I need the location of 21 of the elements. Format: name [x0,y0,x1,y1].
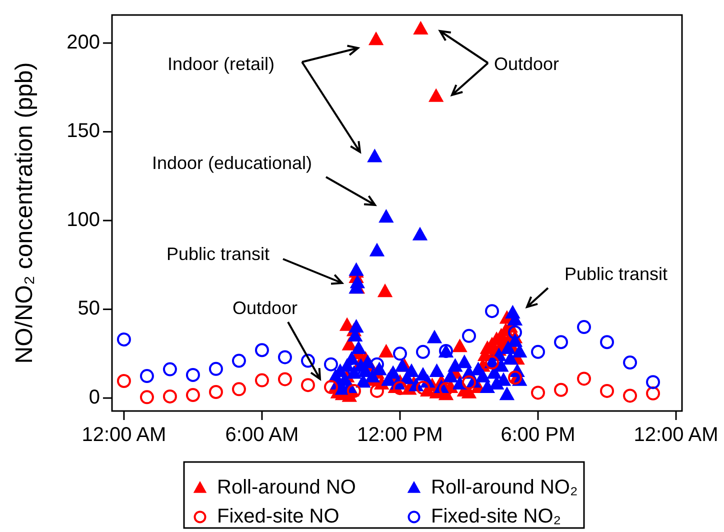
x-tick-label: 12:00 AM [82,424,166,446]
legend-label: Roll-around NO₂ [431,476,578,498]
legend-label: Fixed-site NO [217,505,340,528]
annotation: Outdoor [232,298,298,318]
y-tick-label: 0 [88,386,100,408]
y-tick-label: 200 [66,31,100,54]
y-tick-label: 100 [66,208,100,231]
y-tick-label: 50 [78,298,100,320]
annotation: Outdoor [494,54,560,74]
legend-label: Roll-around NO [217,476,356,498]
annotation: Public transit [166,244,270,264]
y-tick-label: 150 [66,120,100,142]
x-tick-label: 6:00 AM [225,424,299,446]
x-tick-label: 12:00 AM [634,424,718,446]
y-axis-title: NO/NO₂ concentration (ppb) [11,62,38,364]
annotation: Indoor (retail) [167,54,275,74]
legend-label: Fixed-site NO₂ [431,505,562,528]
x-tick-label: 12:00 PM [357,424,443,446]
x-tick-label: 6:00 PM [500,424,576,446]
annotation: Public transit [564,264,668,284]
annotation: Indoor (educational) [152,152,312,173]
